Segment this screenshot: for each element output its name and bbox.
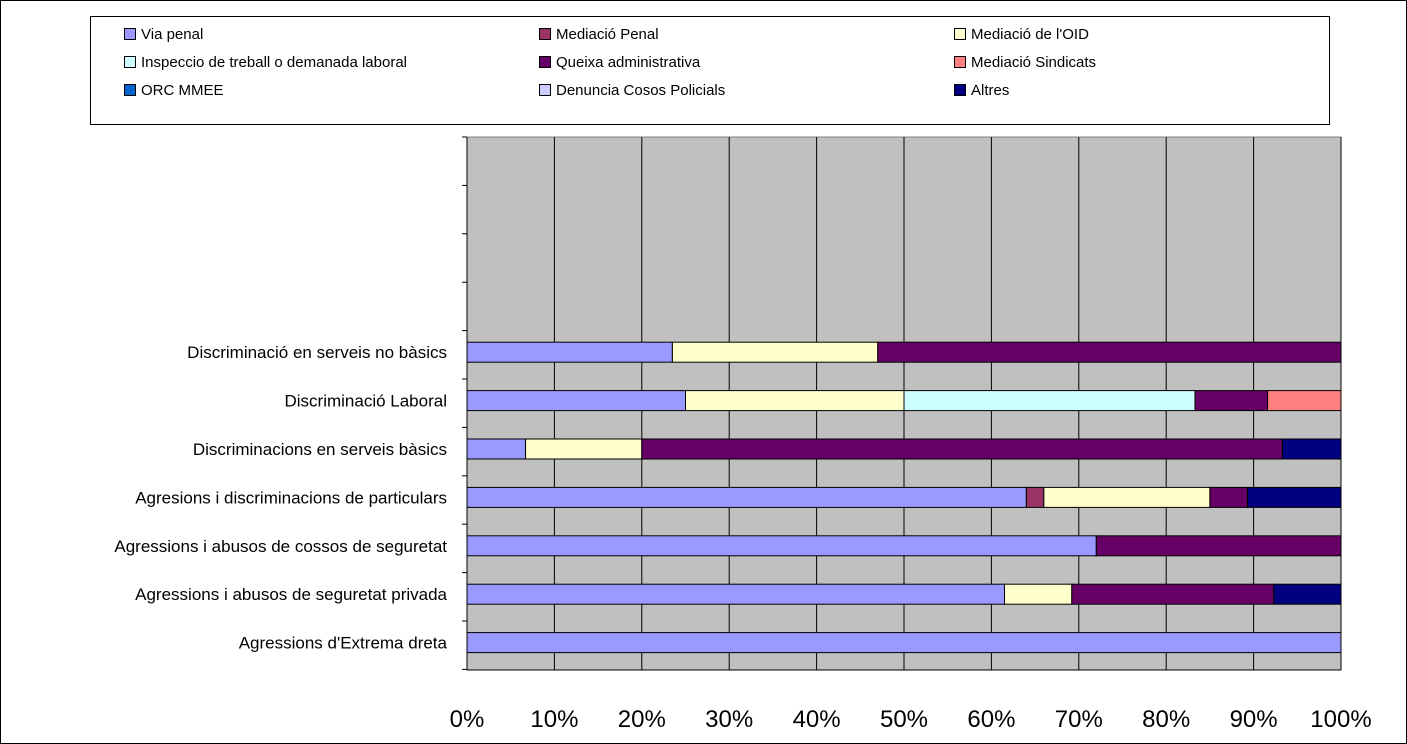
legend-swatch: [124, 84, 136, 96]
legend-item: Inspeccio de treball o demanada laboral: [124, 52, 407, 72]
bar-segment: [1246, 486, 1342, 508]
bar-segment: [1004, 583, 1073, 605]
bar-segment: [671, 341, 879, 363]
legend-label: Mediació de l'OID: [971, 25, 1089, 43]
legend-label: Inspeccio de treball o demanada laboral: [141, 53, 408, 71]
bar-segment: [1209, 486, 1248, 508]
legend-label: Mediació Penal: [556, 25, 659, 43]
category-label: Agresions i discriminacions de particula…: [135, 488, 447, 507]
bar-segment: [1273, 583, 1342, 605]
legend-swatch: [124, 28, 136, 40]
category-label: Discriminació Laboral: [284, 392, 447, 411]
bar-segment: [685, 390, 905, 412]
legend-item: Denuncia Cosos Policials: [539, 80, 725, 100]
bar-segment: [641, 438, 1283, 460]
legend-swatch: [954, 28, 966, 40]
bar-segment: [466, 632, 1342, 654]
legend-item: Queixa administrativa: [539, 52, 700, 72]
x-tick-label: 40%: [793, 706, 841, 733]
legend-item: Via penal: [124, 24, 203, 44]
x-tick-label: 70%: [1055, 706, 1103, 733]
legend-swatch: [124, 56, 136, 68]
legend-swatch: [539, 84, 551, 96]
x-tick-label: 20%: [618, 706, 666, 733]
category-label: Agressions d'Extrema dreta: [239, 634, 448, 653]
legend-item: Mediació de l'OID: [954, 24, 1089, 44]
bar-segment: [1043, 486, 1211, 508]
legend-label: ORC MMEE: [141, 81, 224, 99]
legend-item: ORC MMEE: [124, 80, 224, 100]
bar-segment: [466, 535, 1097, 557]
legend-label: Via penal: [141, 25, 204, 43]
x-tick-label: 100%: [1310, 706, 1371, 733]
bar-segment: [525, 438, 643, 460]
legend-label: Queixa administrativa: [556, 53, 701, 71]
bar-segment: [877, 341, 1342, 363]
x-tick-label: 90%: [1230, 706, 1278, 733]
legend-swatch: [954, 56, 966, 68]
bar-segment: [466, 486, 1027, 508]
legend-item: Mediació Sindicats: [954, 52, 1096, 72]
legend-item: Altres: [954, 80, 1009, 100]
legend: Via penal Mediació Penal Mediació de l'OID…: [90, 16, 1330, 125]
bar-segment: [903, 390, 1196, 412]
category-label: Discriminacions en serveis bàsics: [193, 440, 447, 459]
bar-segment: [1281, 438, 1342, 460]
x-tick-label: 80%: [1142, 706, 1190, 733]
bar-segment: [1071, 583, 1275, 605]
bar-segment: [1267, 390, 1342, 412]
bar-segment: [1194, 390, 1269, 412]
legend-label: Altres: [971, 81, 1010, 99]
bar-segment: [466, 341, 673, 363]
bar-segment: [466, 583, 1006, 605]
bar-segment: [466, 438, 527, 460]
legend-label: Mediació Sindicats: [971, 53, 1097, 71]
x-tick-label: 60%: [967, 706, 1015, 733]
category-label: Agressions i abusos de seguretat privada: [135, 585, 447, 604]
x-tick-label: 30%: [705, 706, 753, 733]
x-tick-label: 50%: [880, 706, 928, 733]
legend-label: Denuncia Cosos Policials: [556, 81, 726, 99]
x-tick-label: 0%: [450, 706, 485, 733]
bar-segment: [1095, 535, 1342, 557]
bar-segment: [1025, 486, 1045, 508]
legend-item: Mediació Penal: [539, 24, 659, 44]
legend-swatch: [954, 84, 966, 96]
bar-segment: [466, 390, 686, 412]
legend-swatch: [539, 28, 551, 40]
category-label: Discriminació en serveis no bàsics: [187, 343, 447, 362]
x-tick-label: 10%: [530, 706, 578, 733]
legend-swatch: [539, 56, 551, 68]
category-label: Agressions i abusos de cossos de seguret…: [114, 537, 447, 556]
